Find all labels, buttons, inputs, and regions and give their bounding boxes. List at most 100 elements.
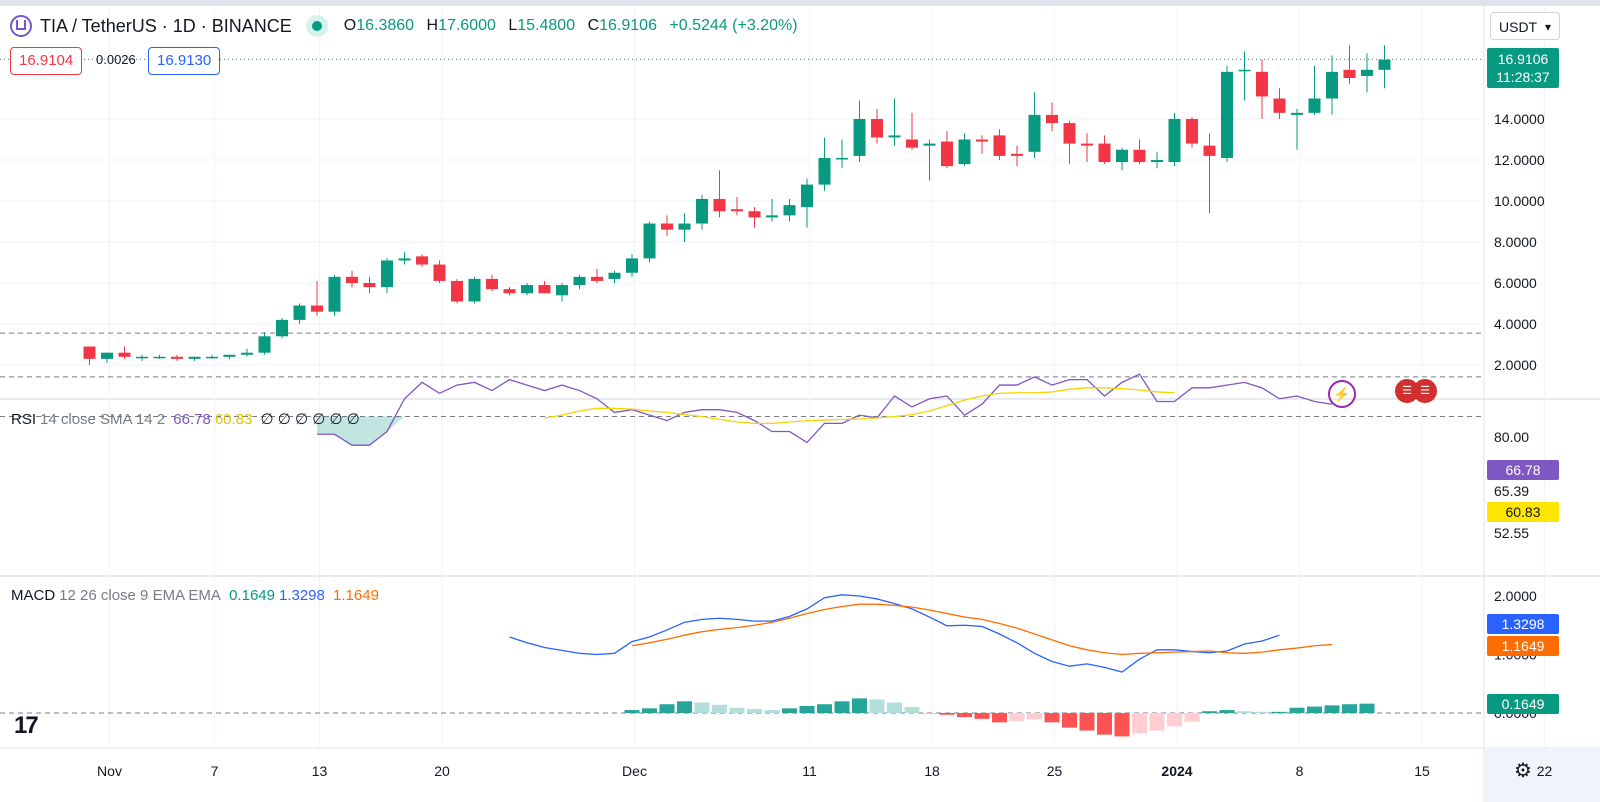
tradingview-logo[interactable]: 17 xyxy=(14,712,39,739)
candle-body xyxy=(1063,123,1076,144)
time-axis-label: 22 xyxy=(1537,763,1553,779)
candle-body xyxy=(976,139,988,142)
candle-body xyxy=(1256,71,1268,97)
candle-body xyxy=(538,285,551,294)
candle-body xyxy=(451,280,463,302)
tia-coin-icon xyxy=(10,15,32,37)
lightning-icon[interactable]: ⚡ xyxy=(1328,380,1356,408)
time-axis-label: Dec xyxy=(622,763,647,779)
candle-body xyxy=(1203,145,1216,156)
currency-select[interactable]: USDT xyxy=(1490,12,1560,41)
macd-histogram-bar xyxy=(1044,713,1060,723)
candle-body xyxy=(1326,71,1338,99)
change-value: +0.5244 (+3.20%) xyxy=(669,17,798,34)
candle-body xyxy=(731,209,743,212)
macd-histogram-bar xyxy=(904,707,920,713)
macd-axis-label: 2.0000 xyxy=(1494,588,1537,604)
candle-body xyxy=(188,356,201,359)
candle-body xyxy=(1151,160,1163,163)
candle-body xyxy=(573,276,586,286)
candle-body xyxy=(1011,153,1023,156)
candle-body xyxy=(888,135,901,138)
macd-histogram-bar xyxy=(694,702,710,713)
macd-histogram-bar xyxy=(677,701,692,713)
candle-body xyxy=(853,119,866,156)
candle-body xyxy=(836,157,848,160)
candle-body xyxy=(118,352,131,357)
candle-body xyxy=(801,184,813,208)
macd-line xyxy=(509,594,1280,673)
time-axis-label: 8 xyxy=(1296,763,1304,779)
candle-body xyxy=(416,256,428,265)
gear-icon[interactable]: ⚙ xyxy=(1514,760,1532,782)
time-axis-label: 11 xyxy=(802,763,817,779)
signal-value-tag: 1.1649 xyxy=(1487,636,1559,656)
candle-body xyxy=(1116,149,1128,163)
ohlc-values: O16.3860 H17.6000 L15.4800 C16.9106 +0.5… xyxy=(343,17,798,34)
candle-body xyxy=(521,285,533,294)
macd-histogram-bar xyxy=(729,707,745,713)
candle-body xyxy=(363,283,376,288)
macd-histogram-bar xyxy=(1254,711,1270,713)
sell-button[interactable]: 16.9104 xyxy=(10,47,83,75)
candle-body xyxy=(906,139,918,148)
candle-body xyxy=(1238,69,1251,72)
last-price-tag: 16.9106 11:28:37 xyxy=(1487,48,1559,88)
candle-body xyxy=(766,215,778,218)
macd-histogram-bar xyxy=(852,698,867,713)
candle-body xyxy=(83,346,96,359)
macd-histogram-bar xyxy=(869,699,885,713)
time-axis-label: Nov xyxy=(97,763,122,779)
candle-body xyxy=(468,278,481,302)
candle-body xyxy=(258,336,271,353)
candle-body xyxy=(1291,112,1303,115)
macd-value-tag: 1.3298 xyxy=(1487,614,1559,634)
market-open-icon xyxy=(311,21,322,31)
macd-histogram-bar xyxy=(1149,713,1165,731)
candle-body xyxy=(556,285,568,296)
candle-body xyxy=(1098,143,1111,163)
candle-body xyxy=(958,139,971,165)
candle-body xyxy=(818,157,831,185)
corner-box xyxy=(1484,748,1600,802)
rsi-upper-label: 65.39 xyxy=(1494,483,1530,499)
macd-histogram-bar xyxy=(1062,713,1077,728)
macd-histogram-bar xyxy=(922,713,937,714)
macd-histogram-bar xyxy=(1097,713,1112,735)
candle-body xyxy=(1273,98,1286,113)
macd-histogram-bar xyxy=(957,713,972,718)
price-axis-label: 4.0000 xyxy=(1494,316,1537,332)
rsi-legend[interactable]: RSI 14 close SMA 14 2 66.78 60.83 ∅ ∅ ∅ ∅ … xyxy=(11,411,360,428)
candle-body xyxy=(783,205,796,216)
buy-button[interactable]: 16.9130 xyxy=(148,47,221,75)
candle-body xyxy=(1168,119,1181,163)
us-flag-icon[interactable]: ☰ xyxy=(1413,379,1437,403)
candle-body xyxy=(696,198,708,224)
time-axis-label: 15 xyxy=(1414,763,1430,779)
candle-body xyxy=(993,135,1006,156)
macd-histogram-bar xyxy=(1272,711,1287,713)
candle-body xyxy=(1028,114,1041,152)
candle-body xyxy=(276,319,288,337)
macd-histogram-bar xyxy=(1009,713,1025,722)
candle-body xyxy=(748,211,761,218)
candle-body xyxy=(171,356,183,359)
candle-body xyxy=(1046,114,1058,124)
spread-value: 0.0026 xyxy=(96,52,136,67)
macd-histogram-bar xyxy=(1202,711,1217,713)
macd-legend[interactable]: MACD 12 26 close 9 EMA EMA 0.1649 1.3298 1… xyxy=(11,587,379,604)
macd-histogram-bar xyxy=(1184,713,1200,722)
candle-body xyxy=(311,305,323,312)
price-axis-label: 10.0000 xyxy=(1494,193,1545,209)
rsi-sma-tag: 60.83 xyxy=(1487,502,1559,522)
candle-body xyxy=(503,289,516,294)
rsi-line xyxy=(317,373,1333,446)
candle-body xyxy=(381,260,393,288)
symbol-title[interactable]: TIA / TetherUS · 1D · BINANCE xyxy=(40,15,292,36)
candle-body xyxy=(346,276,358,283)
time-axis-label: 18 xyxy=(924,763,940,779)
candle-body xyxy=(626,258,638,273)
candle-body xyxy=(433,264,446,281)
macd-histogram-bar xyxy=(1324,705,1340,713)
